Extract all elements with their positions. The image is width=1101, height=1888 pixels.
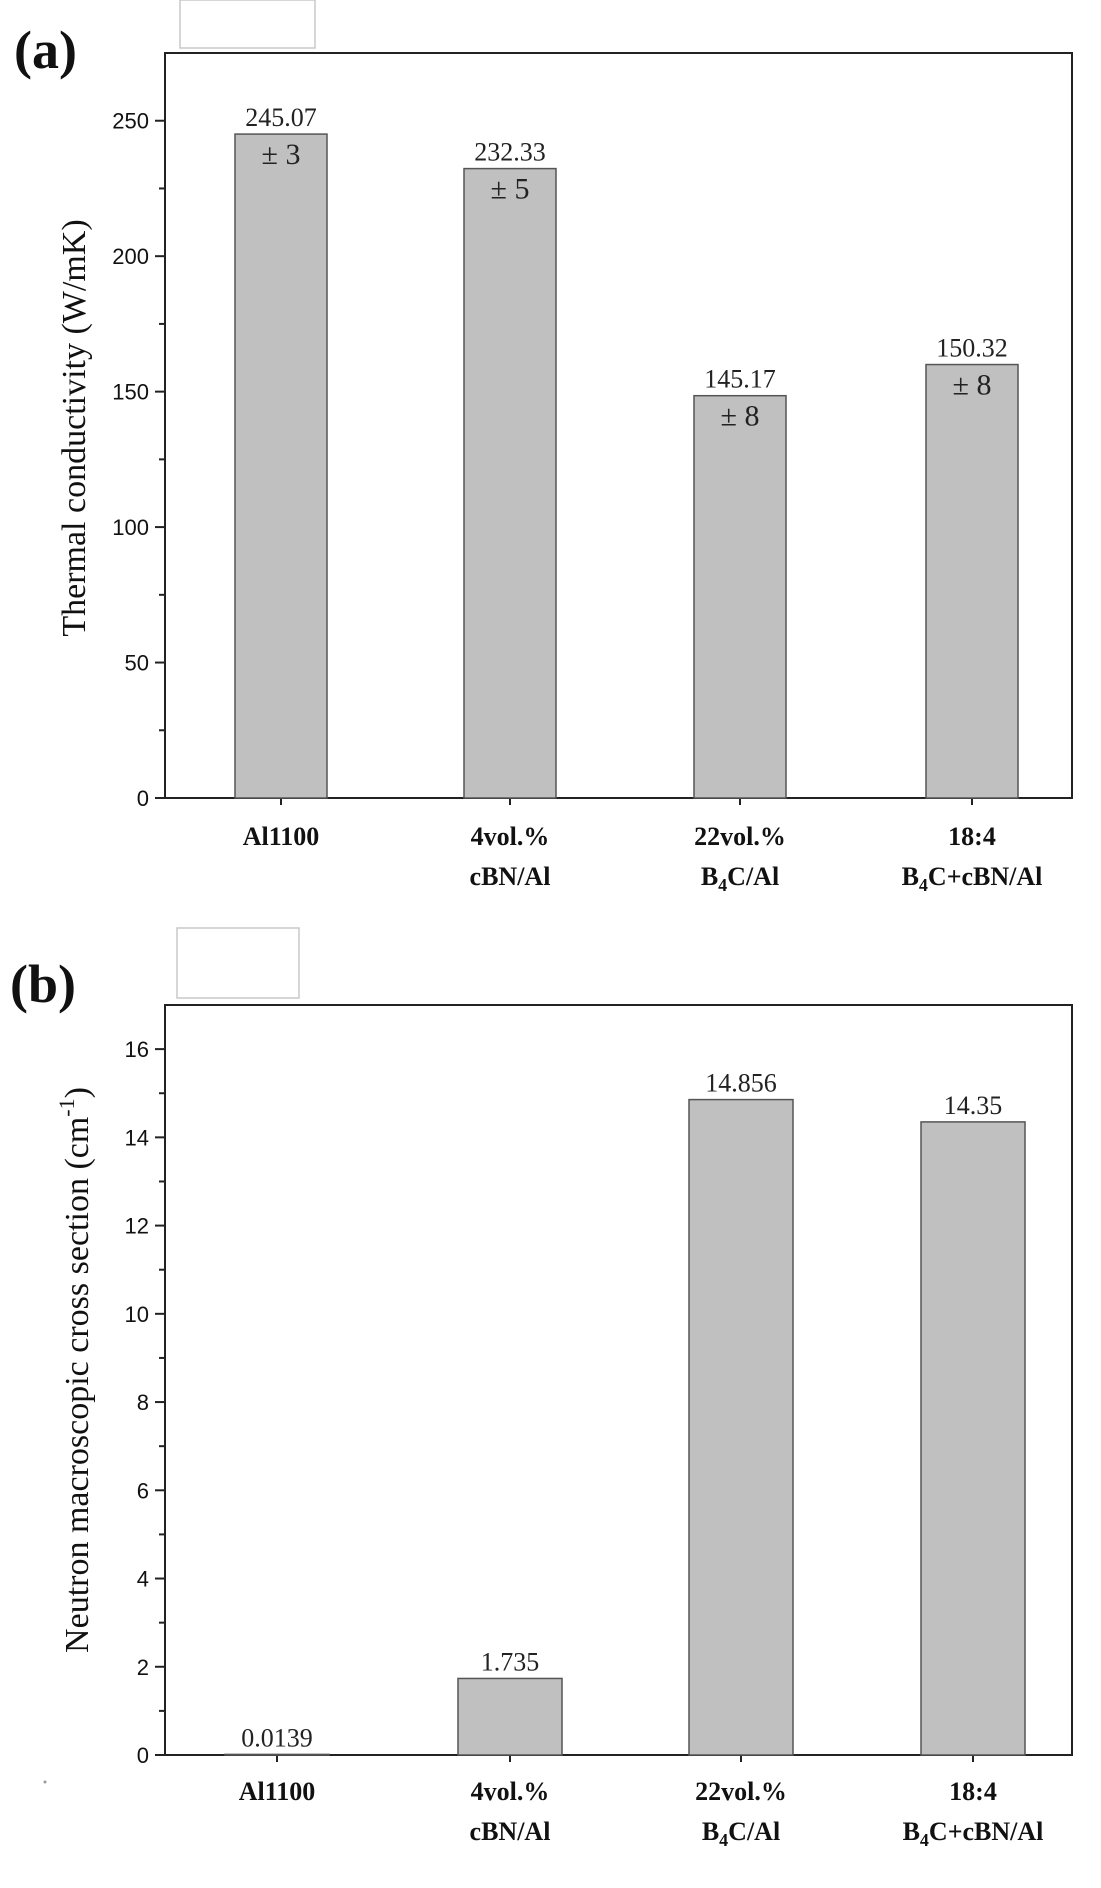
panel-b-category-label: 22vol.% — [695, 1777, 787, 1806]
panel-a-y-tick-label: 200 — [112, 244, 149, 269]
panel-b-y-tick-label: 10 — [125, 1302, 149, 1327]
panel-a-y-tick-label: 150 — [112, 380, 149, 405]
panel-a-category-label: Al1100 — [243, 822, 320, 851]
panel-b-y-tick-label: 6 — [137, 1478, 149, 1503]
panel-b-category-sublabel: B4C/Al — [702, 1817, 780, 1850]
panel-a-bar — [693, 394, 787, 799]
panel-a-category-sublabel: cBN/Al — [470, 862, 551, 891]
panel-a-category-label: 4vol.% — [471, 822, 550, 851]
panel-b-bar — [457, 1677, 563, 1756]
panel-b-plot-frame — [164, 1004, 1073, 1756]
panel-b-y-tick-label: 4 — [137, 1567, 149, 1592]
panel-a-bar — [925, 363, 1019, 799]
panel-a-bar — [234, 133, 328, 799]
stray-dot — [43, 1780, 47, 1784]
panel-b-y-tick-label: 0 — [137, 1743, 149, 1768]
panel-a-error-label: ± 8 — [721, 400, 760, 433]
panel-a-y-axis: 0 50 100 150 200 250 — [112, 109, 973, 811]
panel-a-legend-box — [179, 0, 316, 49]
panel-b-data-labels: 0.0139 1.735 14.856 14.35 — [241, 1069, 1002, 1753]
panel-b-y-axis-title: Neutron macroscopic cross section (cm-1) — [54, 1087, 96, 1653]
panel-a-y-tick-label: 250 — [112, 109, 149, 134]
panel-b-y-tick-label: 12 — [125, 1214, 149, 1239]
panel-b-value-label: 1.735 — [481, 1647, 540, 1676]
panel-a-category-sublabel: B4C/Al — [701, 862, 779, 895]
panel-b-y-axis-title-main: Neutron macroscopic cross section (cm — [59, 1117, 96, 1653]
panel-b-bar — [688, 1098, 794, 1756]
panel-a-label: (a) — [14, 20, 77, 80]
panel-a-y-tick-label: 0 — [137, 786, 149, 811]
panel-b-y-tick-label: 16 — [125, 1037, 149, 1062]
panel-b-y-tick-label: 14 — [125, 1125, 149, 1150]
panel-a-value-label: 245.07 — [245, 103, 317, 132]
panel-b-y-axis-title-tail: ) — [59, 1087, 96, 1098]
panel-b-bars — [224, 1098, 1026, 1756]
panel-a-y-tick-label: 100 — [112, 515, 149, 540]
panel-a-error-label: ± 3 — [262, 138, 301, 171]
panel-a-category-labels: Al1100 4vol.% cBN/Al 22vol.% B4C/Al 18:4 B4C+c… — [243, 822, 1043, 895]
panel-b-category-label: 18:4 — [949, 1777, 997, 1806]
panel-b-value-label: 14.856 — [705, 1069, 777, 1098]
panel-a-data-labels: 245.07 ± 3 232.33 ± 5 145.17 ± 8 150.32 ± 8 — [245, 103, 1008, 433]
panel-b-bar — [920, 1121, 1026, 1756]
panel-a-error-label: ± 8 — [953, 369, 992, 402]
panel-b-value-label: 14.35 — [944, 1091, 1003, 1120]
panel-b-neutron-cross-section: (b) 0 2 4 6 8 10 12 14 16 0.0139 1.735 14.856 14.35… — [10, 927, 1073, 1850]
panel-b-category-labels: Al1100 4vol.% cBN/Al 22vol.% B4C/Al 18:4 B4C+c… — [239, 1777, 1044, 1850]
panel-a-category-label: 18:4 — [948, 822, 996, 851]
panel-b-y-tick-label: 2 — [137, 1655, 149, 1680]
panel-b-category-sublabel: cBN/Al — [470, 1817, 551, 1846]
panel-b-bar — [224, 1753, 330, 1756]
panel-b-category-label: 4vol.% — [471, 1777, 550, 1806]
panel-a-error-label: ± 5 — [491, 173, 530, 206]
panel-a-plot-frame — [164, 52, 1073, 799]
panel-a-category-sublabel: B4C+cBN/Al — [902, 862, 1043, 895]
panel-b-category-sublabel: B4C+cBN/Al — [903, 1817, 1044, 1850]
panel-b-value-label: 0.0139 — [241, 1723, 313, 1752]
panel-a-bars — [234, 133, 1019, 799]
panel-b-y-tick-label: 8 — [137, 1390, 149, 1415]
panel-b-y-axis: 0 2 4 6 8 10 12 14 16 — [125, 1037, 974, 1768]
panel-b-label: (b) — [10, 954, 76, 1014]
panel-a-thermal-conductivity: (a) 0 50 100 150 200 250 245.07 ± 3 232.33 ± 5 14… — [14, 0, 1073, 895]
panel-a-y-axis-title: Thermal conductivity (W/mK) — [56, 219, 93, 636]
panel-a-y-tick-label: 50 — [125, 651, 149, 676]
panel-b-category-label: Al1100 — [239, 1777, 316, 1806]
panel-b-y-axis-title-sup: -1 — [54, 1098, 79, 1116]
panel-a-value-label: 145.17 — [704, 365, 776, 394]
panel-b-legend-box — [176, 927, 300, 999]
panel-a-category-label: 22vol.% — [694, 822, 786, 851]
panel-a-value-label: 232.33 — [474, 138, 546, 167]
panel-a-bar — [463, 167, 557, 799]
panel-a-value-label: 150.32 — [936, 334, 1008, 363]
